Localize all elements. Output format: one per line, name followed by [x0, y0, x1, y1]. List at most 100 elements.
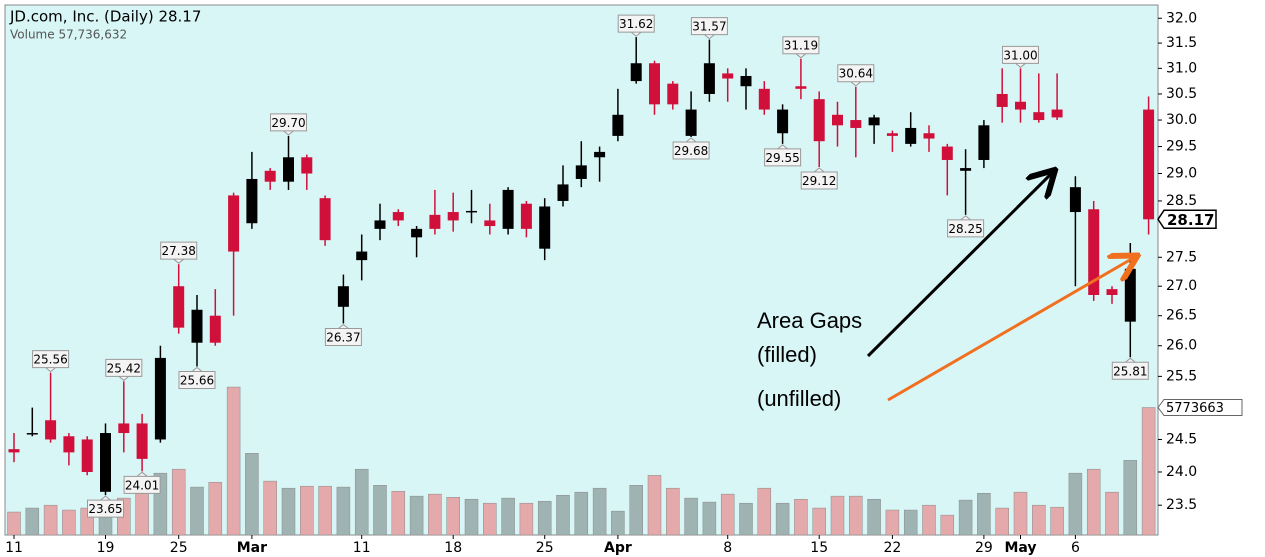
candle-body — [118, 423, 130, 434]
candle-body — [685, 109, 697, 136]
data-label: 29.12 — [802, 174, 836, 188]
label-box — [87, 495, 124, 518]
candle-body — [264, 170, 276, 182]
candle-body — [886, 133, 898, 136]
volume-bar — [629, 485, 643, 536]
volume-bar — [7, 511, 21, 536]
volume-bar — [501, 497, 515, 536]
volume-bar — [409, 495, 424, 536]
label-box — [178, 366, 216, 390]
volume-bar — [739, 502, 753, 536]
x-tick-label: 6 — [1071, 540, 1080, 556]
candle-body — [374, 220, 386, 229]
x-tick-label: 25 — [170, 540, 188, 556]
candle-body — [868, 117, 880, 126]
volume-bar — [1013, 491, 1028, 536]
y-tick-label: 31.0 — [1166, 60, 1197, 76]
label-box — [105, 358, 143, 381]
volume-bar — [958, 499, 973, 536]
candle-body — [1106, 289, 1118, 296]
volume-bar — [977, 493, 991, 536]
label-box — [123, 471, 161, 494]
y-tick-label: 30.5 — [1166, 86, 1197, 102]
candle-body — [612, 114, 624, 136]
volume-bar — [354, 468, 369, 536]
volume-bar — [281, 487, 296, 536]
y-tick-label: 26.0 — [1166, 338, 1197, 354]
volume-bar — [135, 489, 149, 536]
last-price-box — [1157, 209, 1217, 230]
x-tick-label: 8 — [723, 540, 732, 556]
x-tick-label: 11 — [5, 540, 23, 556]
x-tick-label: 19 — [97, 540, 115, 556]
volume-bar — [62, 509, 76, 536]
label-box — [617, 14, 655, 37]
volume-bar — [25, 507, 40, 536]
candle-body — [795, 86, 807, 89]
candle-body — [63, 436, 75, 453]
data-label: 31.00 — [1003, 48, 1037, 62]
data-label: 29.70 — [271, 116, 305, 130]
volume-bar — [208, 481, 223, 536]
data-label: 29.55 — [765, 151, 799, 165]
candle-body — [740, 75, 752, 87]
arrow — [866, 172, 1053, 358]
volume-box — [1157, 398, 1243, 416]
volume-bar — [812, 507, 826, 536]
candle-body — [649, 63, 660, 105]
candle-body — [594, 151, 606, 158]
x-tick-label: 11 — [353, 540, 371, 556]
candle-body — [8, 449, 20, 453]
candle-body — [319, 198, 331, 241]
volume-bar — [245, 453, 259, 536]
data-label: 25.66 — [180, 374, 214, 388]
volume-bar — [300, 485, 314, 536]
label-layer: 25.56 25.42 27.38 29.70 31.62 31.57 31.19 30.64… — [32, 14, 1149, 518]
candle-body — [81, 439, 93, 472]
candle-body — [100, 433, 111, 492]
annotation: (unfilled) — [757, 386, 841, 411]
annotation: (filled) — [757, 342, 817, 367]
x-tick-label: 29 — [975, 540, 993, 556]
volume-bar — [647, 475, 662, 536]
candle-body — [136, 423, 148, 459]
volume-bar — [1123, 460, 1138, 536]
data-label: 29.68 — [674, 144, 708, 158]
candle-body — [557, 184, 569, 201]
candle-body — [539, 206, 551, 249]
y-tick-label: 23.5 — [1166, 497, 1197, 513]
candle-body — [941, 146, 953, 160]
volume-bar — [1105, 491, 1119, 536]
data-label: 26.37 — [326, 330, 360, 344]
label-box — [672, 137, 710, 160]
y-tick-label: 28.5 — [1166, 193, 1197, 209]
arrow — [887, 257, 1135, 402]
candle-body — [45, 420, 57, 440]
data-label: 25.81 — [1113, 364, 1147, 378]
y-tick-label: 27.5 — [1166, 249, 1197, 265]
volume-bar — [226, 386, 241, 536]
y-tick-label: 29.0 — [1166, 166, 1197, 182]
candle-body — [466, 210, 477, 213]
candle-layer — [8, 37, 1155, 496]
x-tick-label: May — [1004, 540, 1036, 556]
data-label: 24.01 — [125, 478, 159, 492]
candle-body — [209, 315, 221, 343]
candle-body — [978, 125, 990, 160]
candle-body — [502, 189, 514, 229]
volume-bar — [464, 498, 479, 536]
label-box — [160, 241, 198, 264]
data-label: 28.25 — [948, 222, 982, 236]
label-box — [1111, 357, 1149, 380]
candle-body — [1051, 109, 1063, 118]
label-box — [1002, 45, 1039, 68]
volume-box-label: 5773663 — [1166, 401, 1224, 416]
volume-bar — [556, 495, 570, 536]
volume-bar — [1141, 407, 1156, 536]
x-tick-label: Apr — [604, 540, 632, 556]
candle-body — [392, 212, 404, 221]
volume-bar — [940, 514, 955, 536]
x-tick-label: 22 — [883, 540, 901, 556]
label-box — [800, 167, 838, 190]
volume-bar — [1050, 506, 1064, 536]
